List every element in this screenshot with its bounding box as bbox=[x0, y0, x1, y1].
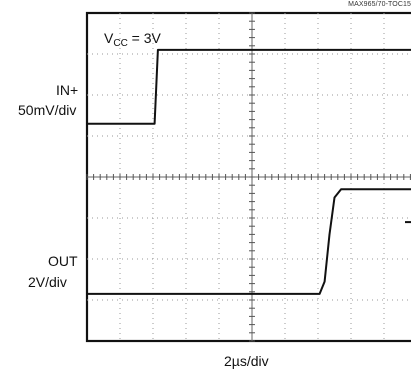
in-trace bbox=[87, 48, 411, 125]
out-trace bbox=[87, 188, 411, 295]
in-channel-name: IN+ bbox=[56, 82, 79, 98]
time-scale-label: 2µs/div bbox=[224, 353, 269, 369]
supply-voltage-label: VCC = 3V bbox=[104, 30, 161, 49]
out-channel-name: OUT bbox=[48, 253, 78, 269]
part-number: MAX965/70-TOC15 bbox=[348, 1, 411, 8]
grid bbox=[86, 12, 411, 342]
traces bbox=[87, 48, 411, 295]
in-channel-scale: 50mV/div bbox=[18, 102, 77, 118]
out-channel-scale: 2V/div bbox=[28, 274, 67, 290]
